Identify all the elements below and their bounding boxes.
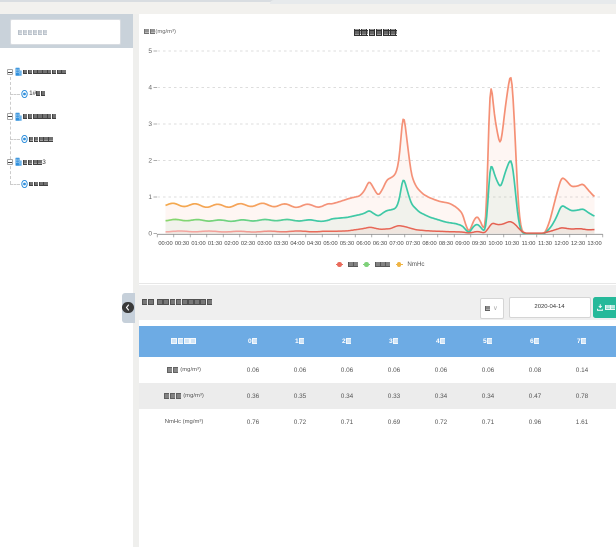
svg-text:08:00: 08:00 [422,241,436,247]
svg-text:10:00: 10:00 [488,241,502,247]
svg-text:07:30: 07:30 [405,241,419,247]
svg-text:07:00: 07:00 [389,241,403,247]
svg-text:09:30: 09:30 [471,241,485,247]
svg-text:02:00: 02:00 [224,241,238,247]
svg-text:01:30: 01:30 [207,241,221,247]
svg-text:00:00: 00:00 [158,241,172,247]
svg-text:4: 4 [148,85,152,92]
svg-text:5: 5 [148,48,152,55]
svg-text:02:30: 02:30 [240,241,254,247]
svg-text:03:00: 03:00 [257,241,271,247]
svg-text:06:00: 06:00 [356,241,370,247]
svg-text:01:00: 01:00 [191,241,205,247]
svg-text:09:00: 09:00 [455,241,469,247]
svg-text:1: 1 [148,194,152,201]
svg-text:12:00: 12:00 [554,241,568,247]
svg-text:12:30: 12:30 [570,241,584,247]
svg-text:11:30: 11:30 [538,241,552,247]
svg-text:13:00: 13:00 [587,241,601,247]
svg-text:08:30: 08:30 [438,241,452,247]
svg-text:0: 0 [148,231,152,238]
svg-text:00:30: 00:30 [174,241,188,247]
svg-text:05:00: 05:00 [323,241,337,247]
svg-text:05:30: 05:30 [339,241,353,247]
svg-text:10:30: 10:30 [504,241,518,247]
svg-text:04:00: 04:00 [290,241,304,247]
svg-text:3: 3 [148,121,152,128]
svg-text:04:30: 04:30 [306,241,320,247]
svg-text:11:00: 11:00 [521,241,535,247]
svg-text:03:30: 03:30 [273,241,287,247]
svg-text:06:30: 06:30 [372,241,386,247]
svg-text:2: 2 [148,158,152,165]
